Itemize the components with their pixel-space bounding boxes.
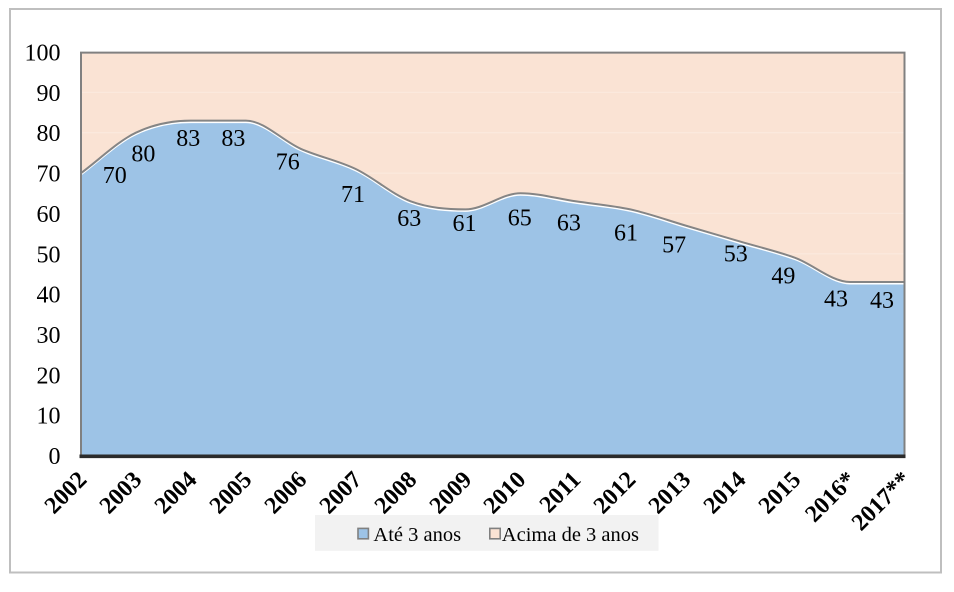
svg-text:0: 0 <box>49 444 61 470</box>
svg-text:2013: 2013 <box>644 467 696 519</box>
svg-text:2011: 2011 <box>535 467 586 518</box>
svg-text:76: 76 <box>276 150 300 176</box>
svg-text:2015: 2015 <box>754 467 806 519</box>
svg-text:90: 90 <box>37 81 61 107</box>
svg-text:65: 65 <box>508 205 532 231</box>
svg-text:63: 63 <box>557 210 581 236</box>
svg-text:63: 63 <box>397 206 421 232</box>
svg-text:70: 70 <box>37 162 61 188</box>
svg-text:80: 80 <box>37 121 61 147</box>
svg-text:2010: 2010 <box>479 467 531 519</box>
svg-text:43: 43 <box>824 287 848 313</box>
svg-text:2008: 2008 <box>370 467 422 519</box>
svg-text:30: 30 <box>37 323 61 349</box>
svg-text:2017**: 2017** <box>847 467 916 536</box>
svg-text:71: 71 <box>341 182 365 208</box>
svg-text:57: 57 <box>662 233 686 259</box>
svg-text:61: 61 <box>614 220 638 246</box>
svg-text:70: 70 <box>103 163 127 189</box>
svg-text:Até 3 anos: Até 3 anos <box>373 524 461 546</box>
svg-text:60: 60 <box>37 202 61 228</box>
svg-text:43: 43 <box>870 288 894 314</box>
svg-text:2002: 2002 <box>40 467 92 519</box>
svg-text:2007: 2007 <box>315 467 367 519</box>
svg-text:100: 100 <box>25 41 61 67</box>
svg-text:80: 80 <box>131 142 155 168</box>
svg-text:40: 40 <box>37 283 61 309</box>
svg-text:83: 83 <box>221 126 245 152</box>
svg-text:83: 83 <box>176 126 200 152</box>
svg-text:53: 53 <box>724 242 748 268</box>
svg-text:2014: 2014 <box>699 467 751 519</box>
svg-text:20: 20 <box>37 363 61 389</box>
svg-text:2005: 2005 <box>205 467 257 519</box>
svg-text:2009: 2009 <box>425 467 477 519</box>
svg-text:10: 10 <box>37 404 61 430</box>
svg-text:49: 49 <box>771 263 795 289</box>
svg-text:Acima de 3 anos: Acima de 3 anos <box>502 524 639 546</box>
svg-text:2003: 2003 <box>95 467 147 519</box>
svg-text:61: 61 <box>453 211 477 237</box>
svg-text:50: 50 <box>37 242 61 268</box>
svg-text:2006: 2006 <box>260 467 312 519</box>
svg-text:2004: 2004 <box>150 467 202 519</box>
svg-text:2012: 2012 <box>589 467 641 519</box>
